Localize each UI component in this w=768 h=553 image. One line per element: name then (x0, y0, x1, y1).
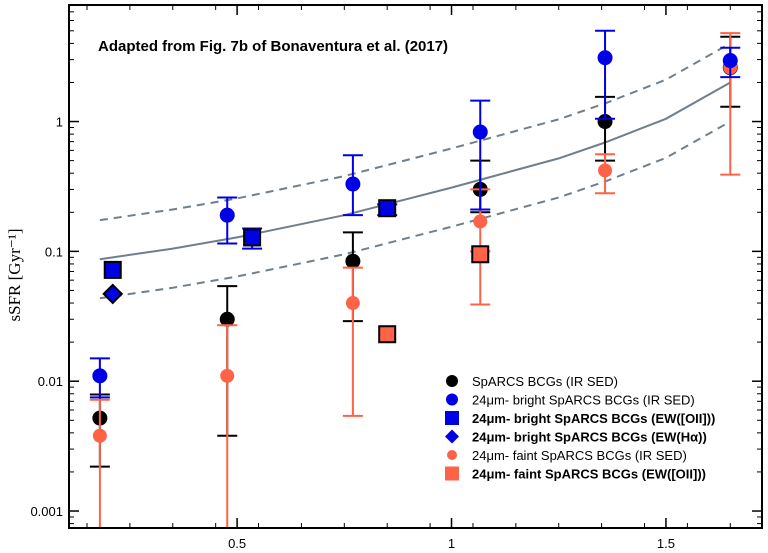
chart-annotation: Adapted from Fig. 7b of Bonaventura et a… (98, 38, 448, 55)
y-tick-label: 0.1 (45, 244, 63, 259)
legend-item: 24μm- bright SpARCS BCGs (EW([OII])) (445, 411, 715, 426)
series-5 (378, 245, 491, 344)
data-point-circle (598, 163, 613, 178)
main-sequence-upper-bound (99, 42, 731, 222)
main-sequence-line (99, 81, 731, 261)
data-point-square (471, 245, 490, 264)
legend-label: 24μm- bright SpARCS BCGs (IR SED) (472, 393, 695, 408)
main-sequence-lower-bound (99, 120, 731, 300)
legend-item: 24μm- bright SpARCS BCGs (EW(Hα)) (445, 429, 707, 445)
series-3 (102, 283, 124, 305)
legend-marker-circle (447, 450, 457, 460)
data-point-circle (219, 207, 235, 223)
y-tick-label: 0.01 (38, 374, 63, 389)
legend-marker-square (445, 411, 459, 425)
data-point-circle (472, 124, 488, 140)
series-1 (89, 29, 741, 399)
main-sequence-curves (99, 42, 731, 300)
data-point-square (378, 325, 397, 344)
legend-marker-diamond (445, 429, 459, 444)
data-point-circle (92, 428, 107, 443)
legend-item: 24μm- faint SpARCS BCGs (EW([OII])) (445, 466, 706, 482)
x-tick-label: 1 (448, 536, 455, 551)
legend-item: 24μm- faint SpARCS BCGs (IR SED) (447, 448, 687, 463)
legend-label: 24μm- bright SpARCS BCGs (EW(Hα)) (472, 430, 707, 445)
data-point-circle (219, 311, 235, 327)
axis-ticks: 0.5 1 1.5 0.001 0.01 0.1 1 (30, 5, 762, 551)
legend-item: 24μm- bright SpARCS BCGs (IR SED) (446, 393, 695, 408)
data-point-circle (345, 253, 361, 269)
y-tick-label: 1 (56, 115, 63, 130)
y-tick-label: 0.001 (30, 504, 63, 519)
y-axis-label: sSFR [Gyr⁻¹] (5, 229, 24, 322)
series-2 (103, 199, 398, 279)
data-point-circle (473, 214, 488, 229)
legend-label: SpARCS BCGs (IR SED) (472, 374, 618, 389)
data-point-circle (92, 368, 108, 384)
data-point-circle (220, 368, 235, 383)
data-points (89, 29, 741, 528)
legend-marker-circle (446, 393, 458, 406)
data-point-circle (345, 176, 361, 192)
x-tick-label: 1.5 (657, 536, 675, 551)
data-point-square (378, 199, 397, 218)
legend-label: 24μm- faint SpARCS BCGs (EW([OII])) (472, 467, 706, 482)
data-point-diamond (102, 283, 124, 305)
data-point-circle (597, 50, 613, 66)
legend-label: 24μm- faint SpARCS BCGs (IR SED) (472, 448, 687, 463)
plot-frame (68, 4, 763, 529)
data-point-square (243, 228, 262, 247)
data-point-square (103, 260, 122, 279)
data-point-circle (345, 296, 360, 311)
legend-marker-square (445, 466, 459, 481)
legend-label: 24μm- bright SpARCS BCGs (EW([OII])) (472, 411, 715, 426)
data-point-circle (722, 53, 738, 69)
legend-marker-circle (446, 375, 458, 387)
x-tick-label: 0.5 (228, 536, 246, 551)
legend-item: SpARCS BCGs (IR SED) (446, 374, 618, 389)
legend: SpARCS BCGs (IR SED) 24μm- bright SpARCS … (445, 374, 715, 482)
